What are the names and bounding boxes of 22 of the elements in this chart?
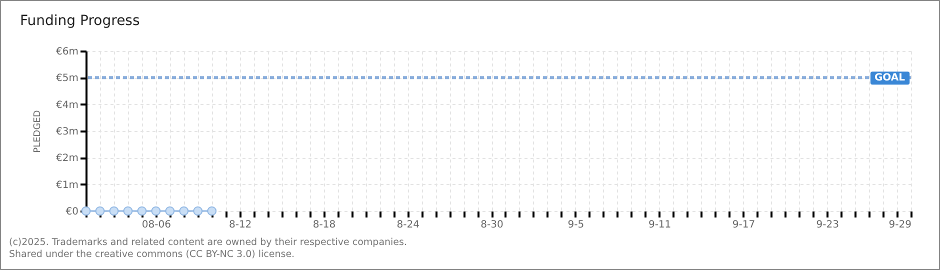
y-tick-label: €1m xyxy=(56,180,78,191)
text: Shared under the creative commons (CC BY-NC 3.0) license. xyxy=(9,249,295,260)
x-tick-label: 9-11 xyxy=(648,220,672,230)
chart-title: Funding Progress xyxy=(20,13,140,29)
x-tick-label: 9-17 xyxy=(732,220,756,230)
x-tick-label: 8-12 xyxy=(228,220,252,230)
x-tick-label: 9-29 xyxy=(888,220,912,230)
y-tick-label: €5m xyxy=(56,73,78,84)
x-tick-label: 9-5 xyxy=(568,220,584,230)
y-tick-label: €2m xyxy=(56,153,78,164)
y-axis-title: PLEDGED xyxy=(33,110,44,153)
x-tick-label: 08-06 xyxy=(142,220,171,230)
x-tick-label: 9-23 xyxy=(816,220,839,230)
y-tick-label: €6m xyxy=(56,46,78,58)
y-tick-label: €0 xyxy=(66,206,78,218)
x-tick-label: 8-24 xyxy=(396,220,420,230)
x-tick-label: 8-30 xyxy=(480,220,504,230)
ref-line-label: GOAL xyxy=(874,72,906,84)
text: (c)2025. Trademarks and related content are owned by their respective companies. xyxy=(9,237,407,248)
y-tick-label: €3m xyxy=(56,126,78,138)
y-tick-label: €4m xyxy=(56,100,78,111)
x-tick-label: 8-18 xyxy=(312,220,336,230)
